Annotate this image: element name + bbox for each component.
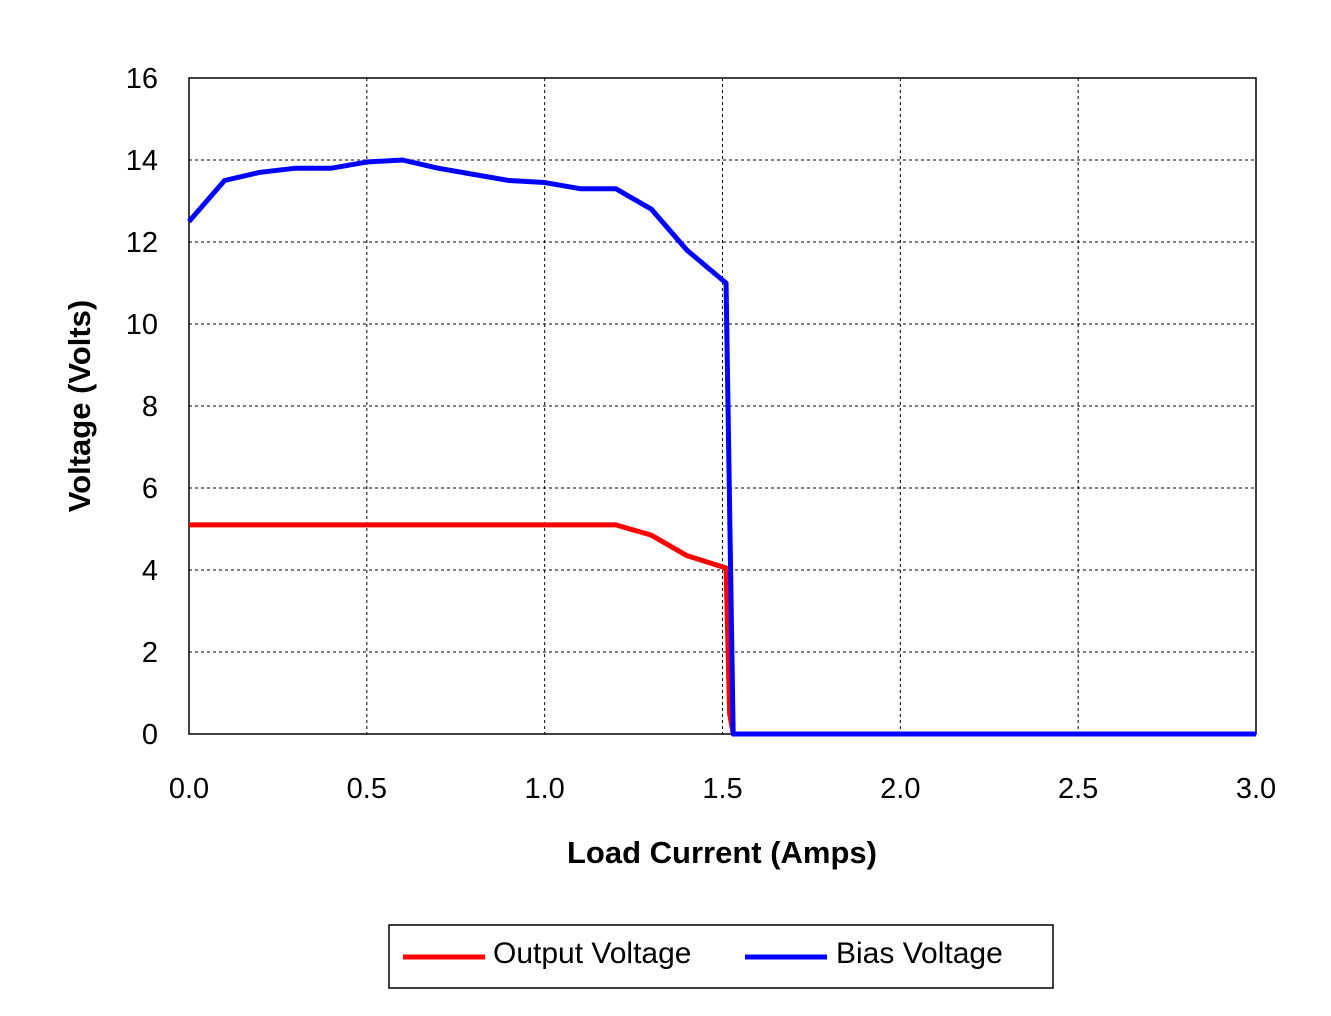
grid: [189, 78, 1256, 734]
x-tick-label: 1.5: [702, 773, 742, 805]
y-tick-label: 2: [142, 637, 158, 669]
x-tick-label: 2.5: [1058, 773, 1098, 805]
y-tick-label: 16: [126, 63, 158, 95]
y-tick-label: 10: [126, 309, 158, 341]
x-tick-label: 0.5: [347, 773, 387, 805]
y-tick-label: 4: [142, 555, 158, 587]
series-lines: [187, 157, 1256, 737]
y-tick-label: 6: [142, 473, 158, 505]
y-tick-label: 8: [142, 391, 158, 423]
series-line-output-voltage: [189, 522, 1256, 737]
legend-label-output-voltage: Output Voltage: [493, 937, 692, 970]
x-tick-label: 3.0: [1236, 773, 1276, 805]
x-axis-label: Load Current (Amps): [567, 835, 877, 870]
y-tick-label: 12: [126, 227, 158, 259]
y-axis-label: Voltage (Volts): [62, 300, 97, 512]
y-tick-labels: 0 2 4 6 8 10 12 14 16: [126, 63, 158, 751]
series-line-bias-voltage: [187, 157, 1256, 737]
x-tick-label: 2.0: [880, 773, 920, 805]
legend-box: [388, 924, 1054, 989]
legend-label-bias-voltage: Bias Voltage: [836, 937, 1003, 970]
y-tick-label: 14: [126, 145, 158, 177]
x-tick-label: 0.0: [169, 773, 209, 805]
plot-area-border: [188, 77, 1257, 735]
x-tick-labels: 0.0 0.5 1.0 1.5 2.0 2.5 3.0: [169, 773, 1276, 805]
x-tick-label: 1.0: [525, 773, 565, 805]
legend: Output Voltage Bias Voltage: [388, 924, 1054, 989]
y-tick-label: 0: [142, 719, 158, 751]
